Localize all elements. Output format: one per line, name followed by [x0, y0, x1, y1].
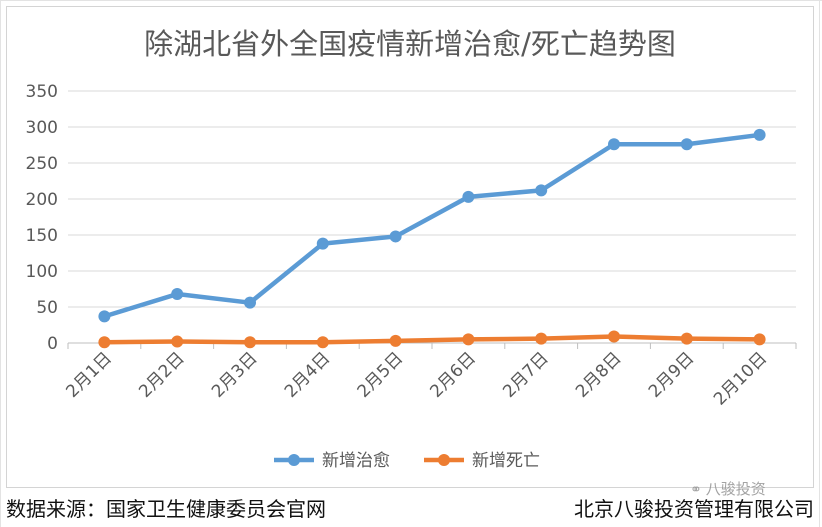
- data-point: [680, 138, 693, 151]
- y-tick-label: 250: [26, 154, 58, 174]
- x-tick-label: 2月5日: [354, 348, 407, 401]
- wechat-icon: ⚭: [690, 482, 702, 498]
- data-point: [753, 128, 766, 141]
- y-tick-label: 50: [36, 298, 58, 318]
- data-point: [680, 332, 693, 345]
- legend-marker: [288, 454, 300, 466]
- data-point: [389, 334, 402, 347]
- data-point: [244, 336, 256, 349]
- data-point: [462, 190, 475, 203]
- data-point: [535, 184, 548, 197]
- y-tick-label: 200: [26, 190, 58, 210]
- chart-title: 除湖北省外全国疫情新增治愈/死亡趋势图: [144, 27, 676, 61]
- watermark-text: 八骏投资: [705, 480, 766, 498]
- data-point: [98, 336, 111, 349]
- data-point: [462, 333, 475, 346]
- legend: 新增治愈 新增死亡: [274, 451, 540, 471]
- x-tick-label: 2月2日: [135, 348, 188, 401]
- watermark: ⚭ 八骏投资: [690, 478, 766, 499]
- x-tick-label: 2月3日: [208, 348, 261, 401]
- company-name: 北京八骏投资管理有限公司: [574, 497, 814, 521]
- x-tick-label: 2月10日: [710, 348, 771, 409]
- x-tick-label: 2月9日: [645, 348, 698, 401]
- x-tick-label: 2月7日: [499, 348, 552, 401]
- y-tick-label: 100: [26, 262, 58, 282]
- y-tick-label: 150: [26, 226, 58, 246]
- y-tick-label: 350: [26, 82, 58, 102]
- data-point: [171, 335, 184, 348]
- legend-label: 新增死亡: [472, 451, 540, 471]
- x-tick-label: 2月6日: [426, 348, 479, 401]
- chart-frame: [6, 6, 814, 488]
- series-line: [102, 132, 762, 319]
- x-tick-label: 2月4日: [281, 348, 334, 401]
- y-tick-label: 300: [26, 118, 58, 138]
- data-point: [753, 333, 766, 346]
- legend-label: 新增治愈: [322, 451, 390, 471]
- y-tick-label: 0: [47, 334, 58, 354]
- data-point: [244, 296, 256, 309]
- legend-marker: [438, 454, 450, 466]
- data-point: [389, 230, 402, 243]
- data-point: [171, 288, 184, 301]
- data-point: [316, 237, 329, 250]
- x-tick-label: 2月1日: [62, 348, 115, 401]
- data-point: [608, 138, 620, 151]
- series-line: [102, 334, 762, 345]
- data-point: [316, 336, 329, 349]
- data-point: [608, 330, 620, 343]
- data-point: [98, 310, 111, 323]
- data-point: [535, 332, 548, 345]
- source-note: 数据来源：国家卫生健康委员会官网: [6, 497, 326, 521]
- x-tick-label: 2月8日: [572, 348, 625, 401]
